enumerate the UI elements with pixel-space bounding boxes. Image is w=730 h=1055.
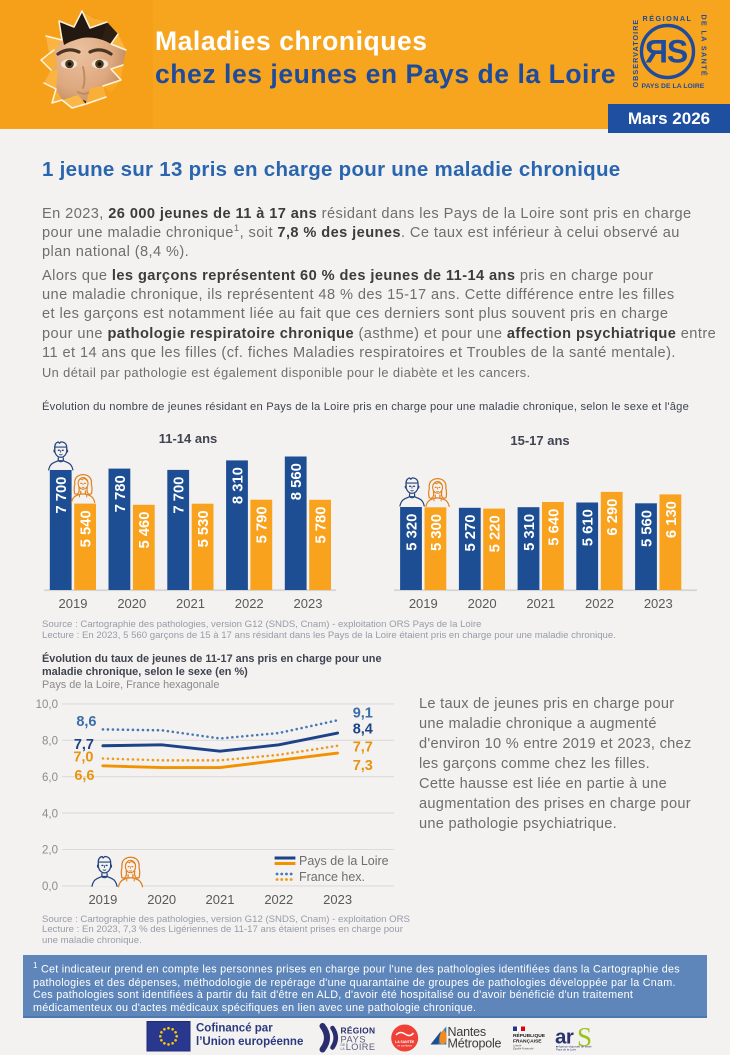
svg-text:LA: LA (341, 1047, 346, 1051)
svg-text:15-17 ans: 15-17 ans (510, 433, 569, 448)
svg-text:10,0: 10,0 (36, 699, 58, 711)
svg-text:8 310: 8 310 (230, 467, 246, 504)
svg-text:2019: 2019 (88, 892, 117, 907)
svg-text:Métropole: Métropole (448, 1037, 502, 1051)
svg-text:6 290: 6 290 (605, 499, 621, 536)
svg-text:7,7: 7,7 (353, 740, 373, 756)
svg-text:FRANÇAISE: FRANÇAISE (513, 1038, 542, 1044)
svg-text:5 530: 5 530 (196, 510, 212, 547)
svg-text:2021: 2021 (526, 596, 555, 611)
svg-text:2023: 2023 (323, 892, 352, 907)
svg-text:0,0: 0,0 (42, 881, 58, 893)
svg-text:2022: 2022 (264, 892, 293, 907)
svg-text:PAYS DE LA LOIRE: PAYS DE LA LOIRE (642, 83, 705, 90)
svg-text:5 640: 5 640 (546, 509, 562, 546)
svg-text:2019: 2019 (409, 596, 438, 611)
svg-text:■ Agence régionale de santé: ■ Agence régionale de santé (556, 1045, 592, 1049)
svg-text:7 700: 7 700 (172, 477, 188, 514)
svg-text:5 320: 5 320 (404, 514, 420, 551)
svg-text:5 540: 5 540 (79, 510, 95, 547)
svg-text:2022: 2022 (235, 596, 264, 611)
svg-text:2021: 2021 (206, 892, 235, 907)
svg-text:Pays de la Loire: Pays de la Loire (556, 1048, 577, 1052)
svg-text:6,0: 6,0 (42, 772, 58, 784)
svg-text:5 610: 5 610 (581, 509, 597, 546)
svg-text:Pays de la Loire: Pays de la Loire (299, 854, 389, 868)
svg-text:2020: 2020 (468, 596, 497, 611)
svg-text:6 130: 6 130 (664, 501, 680, 538)
svg-text:ar: ar (555, 1026, 574, 1049)
svg-text:2019: 2019 (59, 596, 88, 611)
svg-text:Nantes: Nantes (448, 1025, 486, 1039)
svg-text:France hex.: France hex. (299, 870, 365, 884)
svg-text:l’Union européenne: l’Union européenne (196, 1036, 303, 1048)
svg-text:5 300: 5 300 (429, 514, 445, 551)
svg-text:2020: 2020 (147, 892, 176, 907)
svg-text:LA SANTÉE: LA SANTÉE (395, 1039, 415, 1044)
svg-text:en confiance: en confiance (397, 1044, 412, 1048)
svg-text:8,4: 8,4 (353, 722, 373, 738)
svg-text:Liberté: Liberté (513, 1043, 522, 1047)
svg-text:2023: 2023 (644, 596, 673, 611)
svg-text:2,0: 2,0 (42, 845, 58, 857)
svg-text:S: S (577, 1022, 592, 1052)
svg-text:2020: 2020 (117, 596, 146, 611)
svg-text:4,0: 4,0 (42, 808, 58, 820)
svg-text:9,1: 9,1 (353, 706, 373, 722)
svg-text:7,0: 7,0 (73, 750, 93, 766)
svg-text:7,3: 7,3 (353, 758, 373, 774)
svg-text:7 780: 7 780 (113, 475, 129, 512)
svg-text:Égalité Fraternité: Égalité Fraternité (513, 1045, 534, 1050)
svg-text:RÉGIONAL: RÉGIONAL (643, 14, 693, 23)
svg-text:5 220: 5 220 (488, 515, 504, 552)
svg-text:DE: DE (341, 1043, 346, 1047)
svg-text:5 780: 5 780 (314, 507, 330, 544)
svg-text:2021: 2021 (176, 596, 205, 611)
svg-text:8,6: 8,6 (76, 714, 96, 730)
svg-text:7,7: 7,7 (74, 737, 94, 753)
svg-text:ЯS: ЯS (645, 34, 688, 70)
svg-text:11-14 ans: 11-14 ans (159, 431, 218, 446)
svg-text:OBSERVATOIRE: OBSERVATOIRE (631, 19, 640, 88)
svg-text:RÉPUBLIQUE: RÉPUBLIQUE (513, 1031, 546, 1039)
svg-text:5 310: 5 310 (522, 514, 538, 551)
svg-text:6,6: 6,6 (74, 768, 94, 784)
svg-text:7 700: 7 700 (54, 477, 70, 514)
svg-text:5 270: 5 270 (463, 515, 479, 552)
svg-text:Cofinancé par: Cofinancé par (196, 1023, 273, 1035)
svg-text:2023: 2023 (294, 596, 323, 611)
svg-text:5 790: 5 790 (255, 506, 271, 543)
svg-text:5 560: 5 560 (639, 510, 655, 547)
svg-text:LOIRE: LOIRE (346, 1042, 376, 1052)
svg-text:8 560: 8 560 (289, 463, 305, 500)
svg-text:5 460: 5 460 (137, 512, 153, 549)
svg-text:RÉGION: RÉGION (341, 1024, 376, 1035)
svg-text:2022: 2022 (585, 596, 614, 611)
svg-text:8,0: 8,0 (42, 736, 58, 748)
svg-text:DE LA SANTÉ: DE LA SANTÉ (700, 15, 709, 78)
svg-text:PAYS: PAYS (341, 1034, 367, 1044)
